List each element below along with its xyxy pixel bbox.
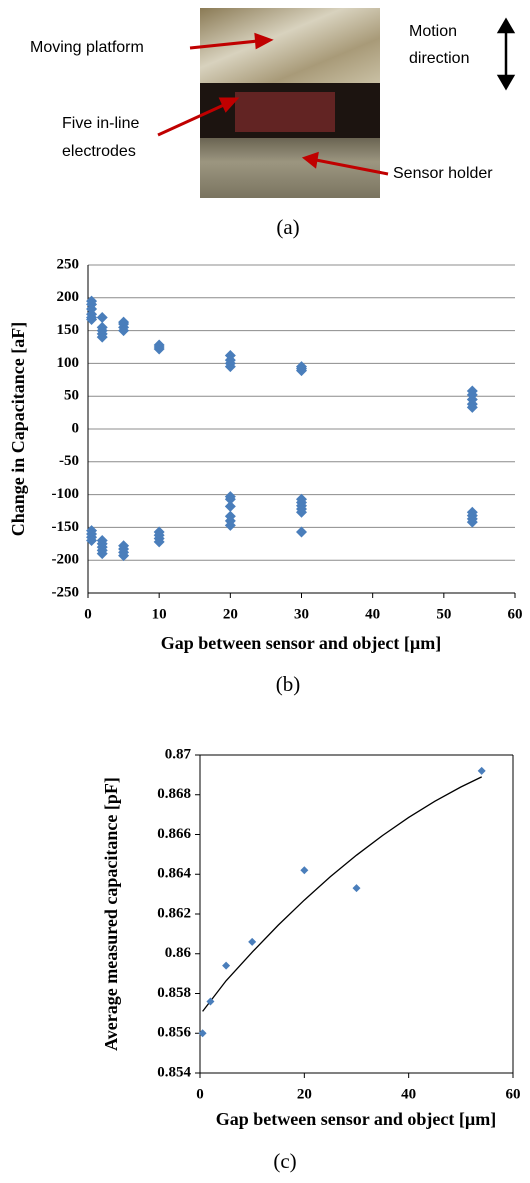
y-tick-label: 50	[64, 388, 79, 404]
x-tick-label: 60	[508, 606, 523, 622]
motion-arrow	[496, 17, 516, 91]
point	[248, 937, 257, 946]
y-tick-label: 0.868	[157, 786, 191, 802]
point	[296, 506, 307, 518]
y-tick-label: -150	[52, 519, 80, 535]
point	[224, 519, 236, 531]
y-tick-label: 0.858	[157, 985, 191, 1001]
photo-label: Sensor holder	[393, 165, 493, 182]
point	[96, 548, 108, 560]
point	[153, 536, 165, 548]
y-tick-label: 0.864	[157, 866, 191, 882]
point	[153, 343, 165, 355]
x-tick-label: 60	[506, 1086, 521, 1102]
x-tick-label: 40	[365, 606, 380, 622]
arrows	[157, 32, 389, 176]
y-tick-label: 0.866	[157, 826, 191, 842]
y-tick-label: 0	[72, 420, 80, 436]
point	[352, 884, 361, 893]
point	[224, 361, 236, 373]
point	[224, 500, 236, 512]
y-tick-label: 0.854	[157, 1064, 191, 1080]
x-tick-label: 10	[152, 606, 167, 622]
caption: (c)	[273, 1149, 296, 1173]
point	[466, 516, 478, 528]
y-tick-label: 100	[57, 355, 80, 371]
point	[477, 766, 486, 775]
y-tick-label: -100	[52, 486, 80, 502]
point	[86, 535, 98, 547]
point	[118, 550, 130, 562]
point	[300, 866, 309, 875]
point	[224, 493, 236, 505]
y-tick-label: 0.856	[157, 1025, 191, 1041]
x-tick-label: 0	[84, 606, 92, 622]
y-tick-label: 0.862	[157, 905, 191, 921]
photo-label: Moving platform	[30, 39, 144, 56]
trendline	[202, 776, 482, 1012]
y-tick-label: -250	[52, 584, 80, 600]
y-tick-label: 0.86	[165, 945, 192, 961]
y-tick-label: -50	[59, 453, 79, 469]
photo-label: Five in-line	[62, 115, 139, 132]
y-axis-label: Change in Capacitance [aF]	[8, 322, 28, 537]
x-tick-label: 20	[297, 1086, 312, 1102]
photo-label: direction	[409, 50, 469, 67]
point	[118, 325, 130, 337]
x-tick-label: 20	[223, 606, 238, 622]
caption: (a)	[276, 215, 299, 239]
point	[198, 1029, 207, 1038]
x-axis-label: Gap between sensor and object [µm]	[161, 633, 442, 653]
point	[86, 313, 98, 325]
y-tick-label: 0.87	[165, 746, 192, 762]
point	[96, 311, 108, 323]
x-axis-label: Gap between sensor and object [µm]	[216, 1109, 497, 1129]
y-tick-label: 250	[57, 256, 80, 272]
point	[222, 961, 231, 970]
photo	[200, 8, 380, 198]
x-tick-label: 50	[436, 606, 451, 622]
point	[466, 401, 478, 413]
photo-label: electrodes	[62, 143, 136, 160]
point	[296, 526, 307, 538]
x-tick-label: 30	[294, 606, 309, 622]
photo-label: Motion	[409, 23, 457, 40]
caption: (b)	[276, 672, 301, 696]
point	[206, 997, 215, 1006]
y-axis-label: Average measured capacitance [pF]	[101, 777, 121, 1051]
y-tick-label: -200	[52, 552, 80, 568]
point	[296, 365, 307, 377]
y-tick-label: 150	[57, 322, 80, 338]
x-tick-label: 0	[196, 1086, 204, 1102]
x-tick-label: 40	[401, 1086, 416, 1102]
y-tick-label: 200	[57, 289, 80, 305]
point	[96, 331, 108, 343]
